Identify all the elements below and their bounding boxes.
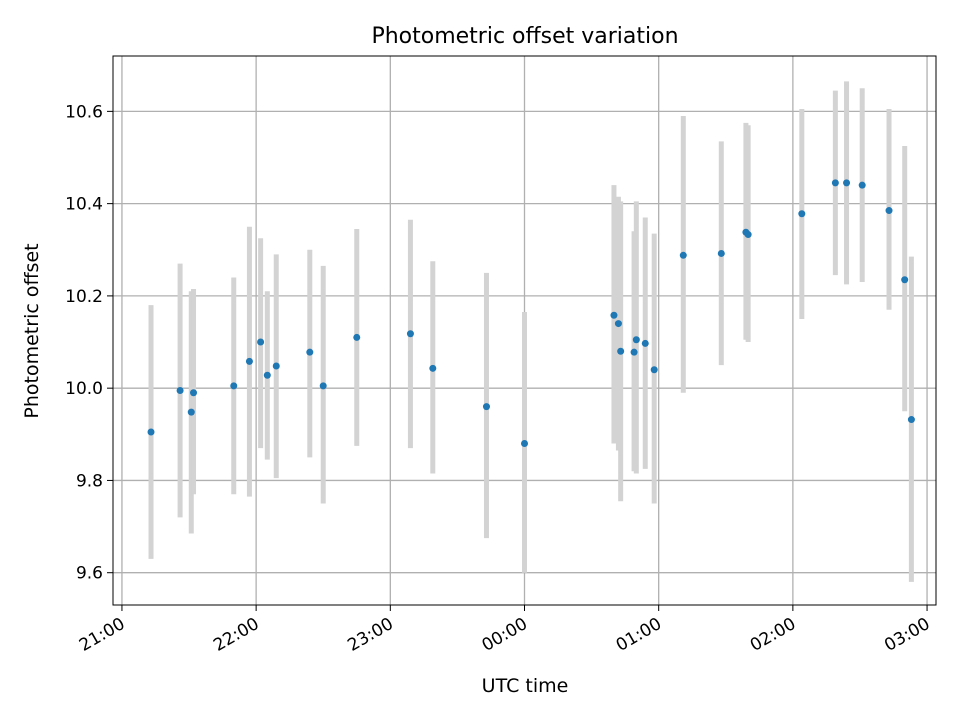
data-point	[614, 320, 622, 328]
data-point	[650, 366, 658, 374]
chart-title: Photometric offset variation	[371, 24, 678, 49]
data-point	[521, 440, 528, 448]
y-tick-label: 10.2	[65, 287, 103, 307]
data-point	[263, 371, 271, 379]
data-point	[353, 333, 361, 341]
y-tick-label: 9.6	[76, 564, 103, 584]
data-point	[617, 347, 625, 355]
data-point	[306, 348, 314, 356]
x-axis-label: UTC time	[482, 675, 569, 697]
data-point	[147, 428, 155, 436]
data-point	[482, 403, 490, 411]
data-point	[630, 348, 638, 356]
data-point	[230, 382, 238, 390]
data-point	[907, 416, 915, 424]
y-tick-label: 10.4	[65, 195, 103, 215]
data-point	[901, 276, 909, 284]
data-point	[257, 338, 265, 346]
data-point	[272, 362, 280, 370]
data-point	[843, 179, 851, 187]
data-point	[319, 382, 327, 390]
data-point	[429, 364, 437, 372]
data-point	[187, 408, 195, 416]
y-tick-label: 10.0	[65, 379, 103, 399]
data-point	[245, 357, 253, 365]
data-point	[406, 330, 414, 338]
data-point	[858, 181, 866, 189]
data-point	[679, 251, 687, 259]
data-point	[717, 249, 725, 257]
data-point	[744, 231, 752, 239]
data-point	[798, 210, 806, 218]
y-tick-label: 10.6	[65, 102, 103, 122]
data-point	[632, 336, 640, 344]
data-points	[147, 179, 915, 448]
y-axis-label: Photometric offset	[21, 243, 43, 418]
data-point	[831, 179, 839, 187]
data-point	[885, 207, 893, 215]
data-point	[610, 311, 618, 319]
data-point	[190, 389, 198, 397]
y-tick-label: 9.8	[76, 471, 103, 491]
data-point	[176, 386, 184, 394]
data-point	[641, 339, 649, 347]
